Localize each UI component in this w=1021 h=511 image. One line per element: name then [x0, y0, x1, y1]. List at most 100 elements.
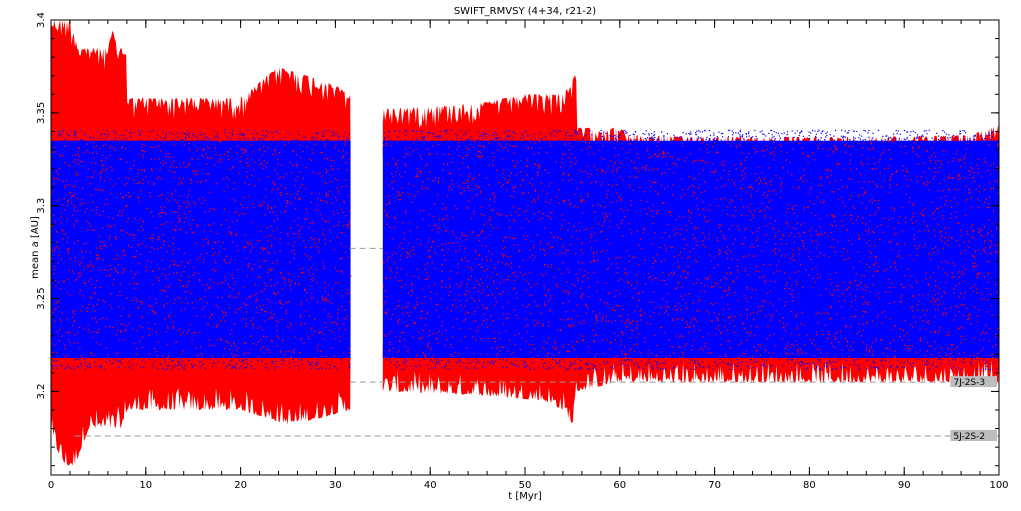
red-point [844, 300, 846, 302]
red-point [194, 170, 196, 172]
red-point [786, 282, 788, 284]
red-point [968, 240, 970, 243]
blue-point [388, 359, 390, 361]
red-point [973, 337, 975, 339]
red-point [403, 156, 406, 158]
red-point [399, 340, 401, 343]
red-point [948, 236, 950, 238]
red-point [863, 329, 865, 331]
red-point [489, 216, 491, 218]
red-point [873, 231, 875, 233]
red-point [526, 331, 529, 334]
red-point [674, 305, 676, 307]
blue-point [338, 136, 340, 138]
red-point [610, 341, 612, 343]
red-point [293, 220, 296, 222]
red-point [324, 282, 326, 284]
red-point [619, 293, 621, 295]
red-point [468, 200, 470, 202]
blue-point [437, 361, 440, 363]
red-point [320, 355, 322, 358]
red-point [199, 298, 201, 301]
red-point [477, 326, 479, 328]
red-point [181, 353, 183, 355]
red-point [951, 349, 953, 351]
red-point [56, 301, 58, 303]
red-point [955, 285, 957, 287]
red-point [509, 144, 511, 146]
red-point [335, 321, 337, 323]
red-point [221, 297, 223, 299]
red-point [642, 231, 644, 233]
red-point [470, 266, 472, 269]
red-point [56, 241, 58, 243]
red-point [300, 316, 302, 318]
red-point [324, 220, 326, 222]
red-point [803, 243, 805, 245]
red-point [491, 347, 493, 349]
red-point [204, 316, 206, 318]
red-point [567, 173, 569, 175]
red-point [977, 168, 980, 170]
red-point [229, 333, 231, 335]
red-point [958, 158, 960, 160]
red-point [232, 288, 235, 291]
red-point [989, 328, 991, 330]
blue-point [110, 139, 112, 141]
red-point [587, 345, 590, 347]
red-point [249, 165, 251, 167]
red-point [986, 287, 988, 290]
red-point [987, 272, 989, 275]
red-point [384, 356, 386, 358]
red-point [559, 329, 561, 331]
red-point [512, 288, 515, 290]
red-point [180, 275, 182, 277]
red-point [799, 253, 801, 255]
red-point [529, 294, 531, 296]
red-point [271, 317, 273, 319]
red-point [245, 318, 247, 320]
red-point [941, 215, 943, 217]
red-point [786, 221, 788, 223]
red-point [912, 296, 915, 298]
red-point [424, 357, 426, 359]
red-point [311, 149, 313, 151]
red-point [823, 200, 825, 202]
red-point [687, 332, 690, 334]
red-point [820, 191, 822, 194]
red-point [470, 275, 472, 277]
red-point [794, 272, 797, 274]
red-point [813, 338, 815, 340]
red-point [562, 244, 564, 246]
red-point [976, 288, 979, 290]
red-point [496, 212, 498, 214]
red-point [714, 285, 716, 287]
red-point [299, 315, 301, 317]
red-point [603, 217, 606, 219]
red-point [435, 224, 438, 227]
red-point [417, 238, 419, 240]
red-point [645, 283, 647, 285]
red-point [881, 312, 883, 314]
red-point [831, 345, 833, 347]
red-point [171, 163, 173, 165]
red-point [448, 186, 450, 188]
red-point [856, 284, 858, 287]
red-point [869, 266, 871, 268]
red-point [407, 351, 409, 353]
red-point [734, 291, 736, 294]
red-point [761, 299, 763, 302]
red-point [415, 175, 418, 177]
red-point [594, 211, 596, 213]
red-point [79, 289, 81, 291]
red-point [427, 344, 429, 346]
red-point [252, 327, 254, 329]
red-point [727, 142, 729, 145]
red-point [746, 309, 749, 311]
red-point [260, 205, 262, 207]
red-point [118, 306, 120, 308]
red-point [279, 300, 281, 302]
red-point [595, 315, 597, 317]
red-point [849, 198, 851, 201]
red-point [779, 270, 781, 272]
